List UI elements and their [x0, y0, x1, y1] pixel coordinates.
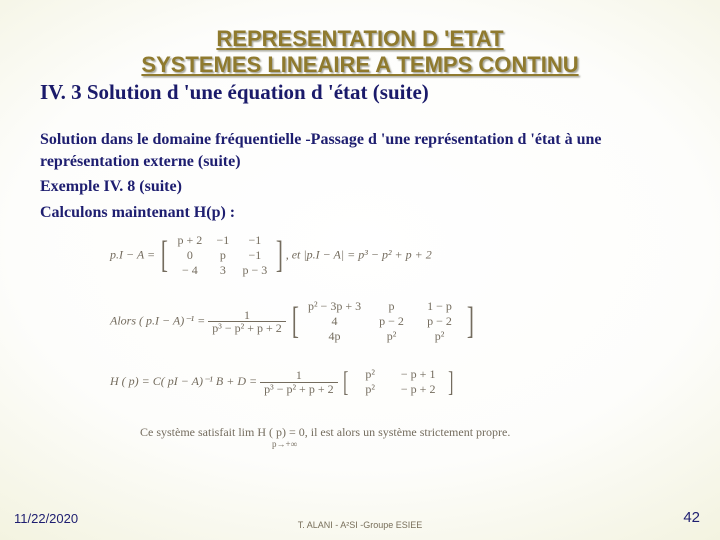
body-text: Solution dans le domaine fréquentielle -… — [40, 129, 680, 223]
title-line-1: REPRESENTATION D 'ETAT — [40, 26, 680, 52]
paragraph-2: Exemple IV. 8 (suite) — [40, 176, 680, 198]
footer-center: T. ALANI - A²SI -Groupe ESIEE — [0, 520, 720, 530]
equation-3: H ( p) = C( pI − A)⁻¹ B + D = 1p³ − p² +… — [110, 367, 456, 397]
math-block: p.I − A = [p + 2−1−10p−1− 43p − 3], et |… — [40, 233, 680, 473]
equation-1: p.I − A = [p + 2−1−10p−1− 43p − 3], et |… — [110, 233, 432, 278]
footer-page: 42 — [683, 509, 700, 526]
closing-subscript: p→+∞ — [272, 439, 297, 449]
closing-statement: Ce système satisfait lim H ( p) = 0, il … — [140, 425, 510, 440]
paragraph-1: Solution dans le domaine fréquentielle -… — [40, 129, 680, 172]
slide-content: REPRESENTATION D 'ETAT SYSTEMES LINEAIRE… — [0, 0, 720, 540]
equation-2: Alors ( p.I − A)⁻¹ = 1p³ − p² + p + 2 [p… — [110, 299, 476, 344]
subtitle: IV. 3 Solution d 'une équation d 'état (… — [40, 80, 680, 105]
title-line-2: SYSTEMES LINEAIRE A TEMPS CONTINU — [40, 52, 680, 78]
paragraph-3: Calculons maintenant H(p) : — [40, 202, 680, 224]
